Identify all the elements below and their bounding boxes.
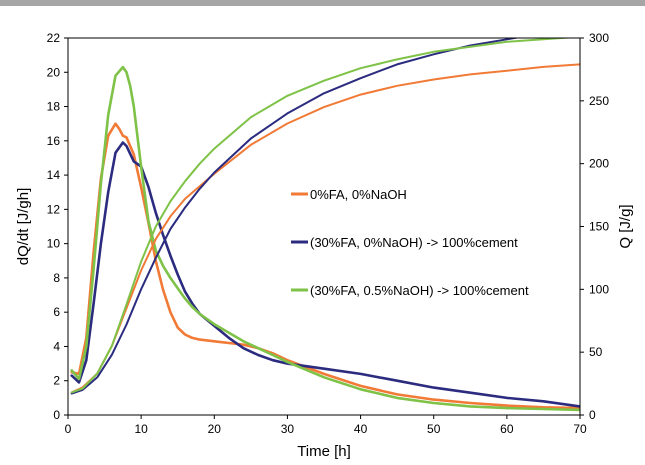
y-left-tick-label: 10 xyxy=(47,237,61,251)
legend: 0%FA, 0%NaOH (30%FA, 0%NaOH) -> 100%cemen… xyxy=(291,187,529,298)
y-right-tick-label: 200 xyxy=(589,157,609,171)
y-right-tick-label: 300 xyxy=(589,31,609,45)
y-left-tick-label: 4 xyxy=(53,339,60,353)
y-axis-right-label: Q [J/g] xyxy=(617,204,634,248)
y-left-tick-label: 6 xyxy=(53,305,60,319)
x-tick-label: 10 xyxy=(134,422,148,436)
series-line-right-3 xyxy=(70,38,576,394)
series-line-left-1 xyxy=(70,122,580,410)
y-right-tick-label: 50 xyxy=(589,345,603,359)
y-right-tick-label: 100 xyxy=(589,282,609,296)
y-right-tick-label: 0 xyxy=(589,408,596,422)
series-line-right-1 xyxy=(70,63,580,394)
y-axis-left-label: dQ/dt [J/gh] xyxy=(15,188,32,266)
legend-label: (30%FA, 0.5%NaOH) -> 100%cement xyxy=(310,283,529,298)
series-line-left-3 xyxy=(70,65,580,412)
top-border xyxy=(0,0,645,6)
plot-frame xyxy=(67,37,581,416)
y-left-tick-label: 0 xyxy=(53,408,60,422)
legend-label: (30%FA, 0%NaOH) -> 100%cement xyxy=(310,235,518,250)
x-axis-label: Time [h] xyxy=(297,443,351,460)
y-left-tick-label: 12 xyxy=(47,202,61,216)
y-left-tick-label: 14 xyxy=(47,168,61,182)
x-tick-label: 60 xyxy=(500,422,514,436)
x-axis: 0 10 20 30 40 50 60 70 xyxy=(65,415,587,436)
series-line-left-2 xyxy=(70,141,580,408)
x-tick-label: 70 xyxy=(573,422,587,436)
y-left-tick-label: 22 xyxy=(47,31,61,45)
x-tick-label: 40 xyxy=(354,422,368,436)
x-tick-label: 0 xyxy=(65,422,72,436)
x-tick-label: 30 xyxy=(281,422,295,436)
y-right-tick-label: 150 xyxy=(589,220,609,234)
x-tick-label: 50 xyxy=(427,422,441,436)
y-right-tick-label: 250 xyxy=(589,94,609,108)
y-left-tick-label: 16 xyxy=(47,134,61,148)
y-left-tick-label: 18 xyxy=(47,100,61,114)
x-tick-label: 20 xyxy=(208,422,222,436)
y-left-tick-label: 2 xyxy=(53,374,60,388)
y-axis-left: 0 2 4 6 8 10 12 14 16 18 20 22 xyxy=(47,31,68,422)
y-left-tick-label: 20 xyxy=(47,65,61,79)
y-axis-right: 0 50 100 150 200 250 300 xyxy=(580,31,609,422)
series-layer xyxy=(70,38,580,412)
y-left-tick-label: 8 xyxy=(53,271,60,285)
legend-label: 0%FA, 0%NaOH xyxy=(310,187,407,202)
